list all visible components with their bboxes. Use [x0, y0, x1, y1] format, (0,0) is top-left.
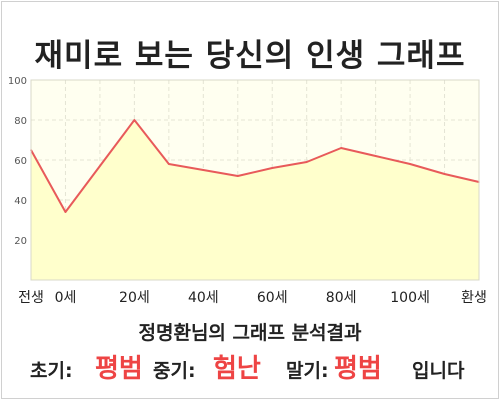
- y-tick-label: 100: [8, 76, 27, 87]
- data-point: [133, 119, 136, 121]
- middle-value: 험난: [213, 354, 261, 384]
- data-point: [202, 169, 205, 171]
- y-tick-label: 80: [14, 116, 27, 127]
- result-heading: 정명환님의 그래프 분석결과: [138, 322, 362, 344]
- tail-text: 입니다: [412, 360, 465, 382]
- middle-label: 중기:: [153, 360, 196, 382]
- area-fill: [31, 120, 479, 280]
- early-label: 초기:: [30, 360, 73, 382]
- x-tick-label: 40세: [188, 290, 219, 306]
- y-tick-label: 60: [14, 156, 27, 167]
- data-point: [305, 161, 308, 163]
- data-point: [168, 163, 170, 165]
- x-tick-label: 0세: [55, 290, 77, 306]
- x-tick-label: 80세: [326, 290, 357, 306]
- data-point: [409, 163, 411, 165]
- data-point: [99, 165, 101, 167]
- early-value: 평범: [95, 354, 143, 384]
- late-value: 평범: [334, 354, 382, 384]
- x-tick-label: 전생: [18, 290, 44, 306]
- y-tick-label: 40: [14, 196, 27, 207]
- y-tick-label: 20: [14, 236, 27, 247]
- data-point: [236, 175, 239, 177]
- data-point: [340, 147, 342, 149]
- x-tick-label: 20세: [119, 290, 150, 306]
- page-title: 재미로 보는 당신의 인생 그래프: [34, 38, 466, 74]
- data-point: [271, 167, 274, 169]
- x-tick-label: 60세: [257, 290, 288, 306]
- x-tick-label: 환생: [461, 290, 487, 306]
- late-label: 말기:: [286, 360, 329, 382]
- x-tick-label: 100세: [390, 290, 430, 306]
- data-point: [443, 173, 446, 175]
- data-point: [374, 155, 377, 157]
- plot-border: [30, 79, 480, 281]
- result-summary: 초기: 평범 중기: 험난 말기: 평범 입니다: [30, 348, 490, 385]
- data-point: [64, 211, 67, 213]
- series-line: [30, 119, 480, 213]
